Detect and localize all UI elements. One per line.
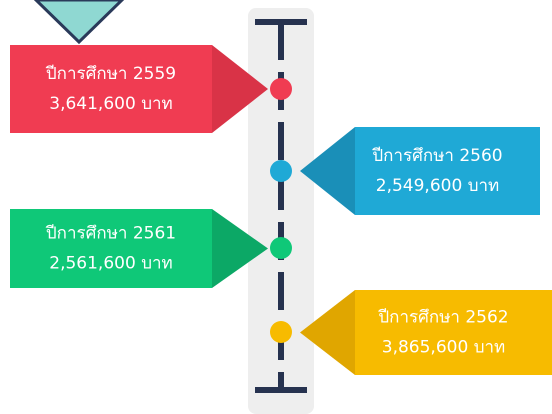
timeline-dot: [270, 160, 292, 182]
year-label: ปีการศึกษา 2560: [371, 146, 502, 166]
amount-label: 3,865,600 บาท: [382, 338, 505, 358]
amount-label: 2,561,600 บาท: [49, 254, 172, 274]
label-box: [10, 209, 212, 288]
timeline-dot: [270, 237, 292, 259]
diamond: [33, 0, 125, 45]
amount-label: 3,641,600 บาท: [49, 94, 172, 114]
arrow-tip: [300, 290, 355, 375]
arrow-tip: [300, 127, 355, 215]
amount-label: 2,549,600 บาท: [376, 176, 499, 196]
year-label: ปีการศึกษา 2559: [45, 64, 176, 84]
label-box: [355, 127, 540, 215]
arrow-tip: [212, 209, 268, 288]
year-label: ปีการศึกษา 2561: [45, 224, 176, 244]
year-label: ปีการศึกษา 2562: [377, 308, 508, 328]
track: [248, 8, 314, 414]
timeline-dot: [270, 321, 292, 343]
label-box: [355, 290, 552, 375]
timeline-dot: [270, 78, 292, 100]
label-box: [10, 45, 212, 133]
arrow-tip: [212, 45, 268, 133]
